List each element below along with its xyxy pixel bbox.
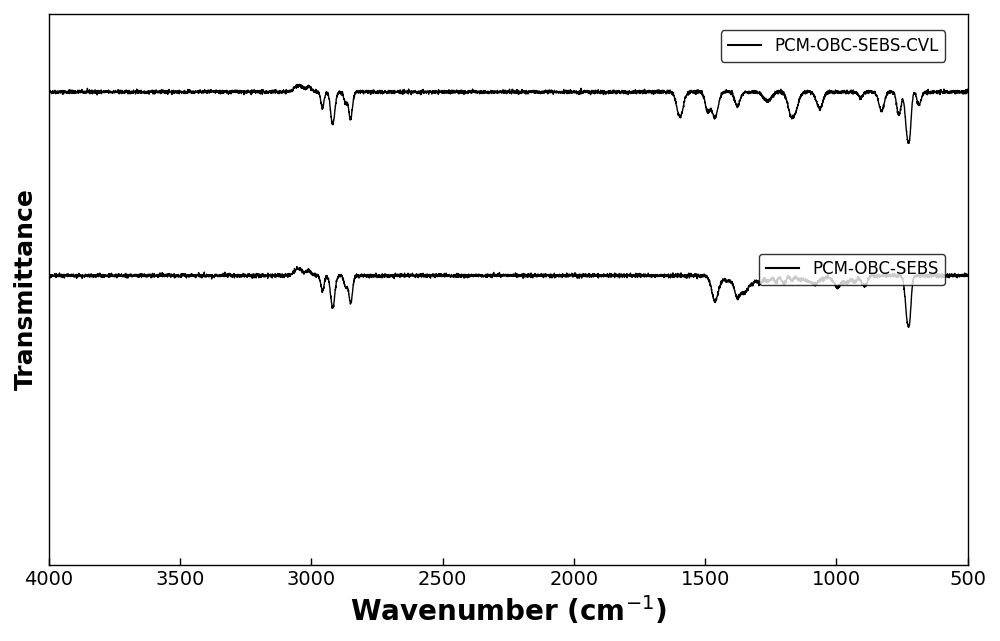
Legend: PCM-OBC-SEBS: PCM-OBC-SEBS [759,254,945,285]
Y-axis label: Transmittance: Transmittance [14,188,38,390]
X-axis label: Wavenumber (cm$^{-1}$): Wavenumber (cm$^{-1}$) [350,594,667,627]
